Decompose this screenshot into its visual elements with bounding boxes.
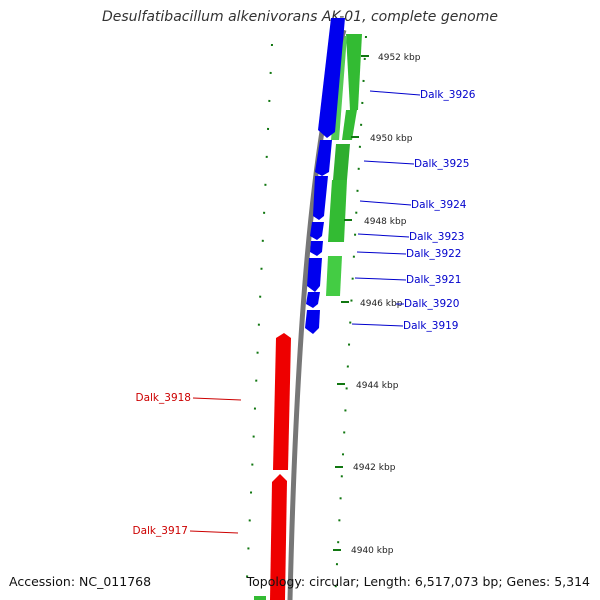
tick-labels: 4952 kbp 4950 kbp 4948 kbp 4946 kbp 4944… [351, 53, 421, 556]
tick-label: 4944 kbp [356, 381, 399, 391]
accession-text: Accession: NC_011768 [9, 574, 152, 589]
gene-label-3917: Dalk_3917 [133, 525, 189, 537]
gene-label-3926: Dalk_3926 [420, 89, 476, 101]
forward-gene-arrows [305, 18, 345, 334]
gene-label-3919: Dalk_3919 [403, 320, 459, 332]
tick-label: 4942 kbp [353, 463, 396, 473]
tick-label: 4950 kbp [370, 134, 413, 144]
tick-label: 4940 kbp [351, 546, 394, 556]
gene-arrow-3919 [305, 310, 320, 334]
gene-label-3923: Dalk_3923 [409, 231, 465, 243]
tick-label: 4946 kbp [360, 299, 403, 309]
gene-label-3925: Dalk_3925 [414, 158, 470, 170]
tick-label: 4952 kbp [378, 53, 421, 63]
gene-arrow-3922 [310, 241, 323, 256]
gene-label-3921: Dalk_3921 [406, 274, 462, 286]
gene-label-3920: Dalk_3920 [404, 298, 460, 310]
topology-text: Topology: circular; Length: 6,517,073 bp… [246, 574, 590, 589]
gene-labels-left: Dalk_3918 Dalk_3917 [133, 392, 192, 537]
gene-arrow-3926 [318, 18, 345, 138]
gene-labels-right: Dalk_3926 Dalk_3925 Dalk_3924 Dalk_3923 … [403, 89, 476, 332]
gene-label-3924: Dalk_3924 [411, 199, 467, 211]
gene-arrow-3917 [270, 474, 287, 600]
gene-arrow-3918 [273, 333, 291, 470]
gene-arrow-3920 [306, 292, 320, 308]
tick-marks [333, 55, 369, 551]
inner-scale-dots [245, 43, 273, 600]
gene-arrow-3921 [307, 258, 322, 292]
gene-arrow-3924 [313, 176, 328, 220]
gene-leaders-right [351, 90, 421, 327]
gene-arrow-3925 [315, 140, 332, 176]
map-title: Desulfatibacillum alkenivorans AK-01, co… [101, 9, 499, 25]
gene-leaders-left [189, 397, 242, 534]
gene-label-3922: Dalk_3922 [406, 248, 462, 260]
gene-label-3918: Dalk_3918 [136, 392, 192, 404]
gene-arrow-3923 [310, 222, 324, 240]
reverse-gene-arrows [270, 333, 291, 600]
tick-label: 4948 kbp [364, 217, 407, 227]
